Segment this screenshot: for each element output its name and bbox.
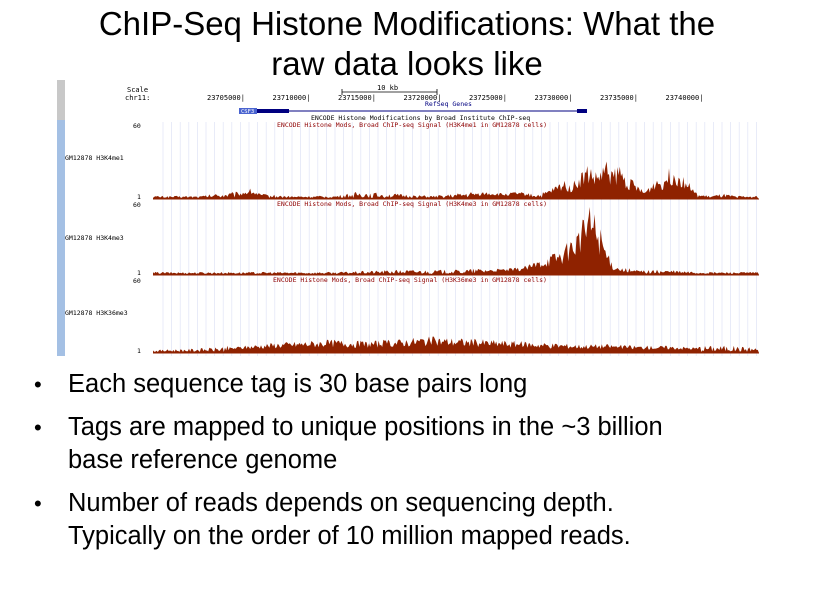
- bullet-text: Each sequence tag is 30 base pairs long: [68, 370, 528, 398]
- bullet-glyph: •: [34, 415, 42, 440]
- gene-exon-1: [257, 109, 289, 113]
- track-side-label: GM12878 H3K4me1: [65, 154, 124, 162]
- signal-area: [153, 207, 759, 275]
- scale-label: Scale: [127, 86, 148, 94]
- track-side-label: GM12878 H3K36me3: [65, 309, 128, 317]
- track-max-label: 60: [133, 122, 141, 130]
- bullet-item: • Tags are mapped to unique positions in…: [30, 411, 810, 477]
- signal-area: [153, 161, 759, 199]
- bullet-glyph: •: [34, 372, 42, 397]
- ruler-position-label: 23715000|: [338, 94, 376, 102]
- gene-exon-2: [577, 109, 587, 113]
- genome-browser-svg: Scale chr11: 10 kb 23705000| 23710000| 237…: [57, 80, 759, 356]
- position-ruler: 23705000| 23710000| 23715000| 23720000| 2372…: [207, 94, 703, 102]
- title-line-1: ChIP-Seq Histone Modifications: What the: [98, 5, 716, 42]
- sidebar-handle[interactable]: [57, 80, 65, 120]
- bullet-list: • Each sequence tag is 30 base pairs lon…: [30, 368, 810, 563]
- bullet-text-cont: base reference genome: [68, 446, 338, 474]
- signal-track-h3k36me3[interactable]: ENCODE Histone Mods, Broad ChIP-seq Sign…: [65, 276, 759, 355]
- track-sidebar[interactable]: [57, 120, 65, 356]
- ruler-position-label: 23720000|: [404, 94, 442, 102]
- genome-browser-screenshot: Scale chr11: 10 kb 23705000| 23710000| 237…: [57, 80, 759, 356]
- title-line-2: raw data looks like: [271, 45, 543, 82]
- slide-title: ChIP-Seq Histone Modifications: What the…: [0, 4, 814, 84]
- ruler-position-label: 23705000|: [207, 94, 245, 102]
- track-side-label: GM12878 H3K4me3: [65, 234, 124, 242]
- ruler-position-label: 23710000|: [273, 94, 311, 102]
- gene-name: CSF3: [241, 109, 254, 115]
- gene-track-label: RefSeq Genes: [425, 100, 472, 108]
- track-title: ENCODE Histone Mods, Broad ChIP-seq Sign…: [277, 121, 547, 129]
- encode-label: ENCODE Histone Modifications by Broad In…: [311, 114, 530, 122]
- grid-lines: [162, 122, 757, 356]
- signal-area: [153, 336, 759, 353]
- gene-label-box[interactable]: [239, 108, 257, 114]
- bullet-glyph: •: [34, 491, 42, 516]
- track-min-label: 1: [137, 269, 141, 277]
- track-min-label: 1: [137, 347, 141, 355]
- bullet-item: • Each sequence tag is 30 base pairs lon…: [30, 368, 810, 401]
- signal-track-h3k4me3[interactable]: ENCODE Histone Mods, Broad ChIP-seq Sign…: [65, 200, 759, 277]
- track-title: ENCODE Histone Mods, Broad ChIP-seq Sign…: [273, 276, 547, 284]
- track-min-label: 1: [137, 193, 141, 201]
- scale-bar-label: 10 kb: [377, 84, 398, 92]
- track-max-label: 60: [133, 201, 141, 209]
- ruler-position-label: 23735000|: [600, 94, 638, 102]
- bullet-item: • Number of reads depends on sequencing …: [30, 487, 810, 553]
- ruler-position-label: 23730000|: [535, 94, 573, 102]
- bullet-text: Number of reads depends on sequencing de…: [68, 489, 614, 517]
- track-max-label: 60: [133, 277, 141, 285]
- ruler-position-label: 23725000|: [469, 94, 507, 102]
- bullet-text: Tags are mapped to unique positions in t…: [68, 413, 663, 441]
- chrom-label: chr11:: [125, 94, 150, 102]
- bullet-text-cont: Typically on the order of 10 million map…: [68, 522, 631, 550]
- track-title: ENCODE Histone Mods, Broad ChIP-seq Sign…: [277, 200, 547, 208]
- ruler-position-label: 23740000|: [666, 94, 704, 102]
- signal-track-h3k4me1[interactable]: ENCODE Histone Mods, Broad ChIP-seq Sign…: [65, 121, 759, 201]
